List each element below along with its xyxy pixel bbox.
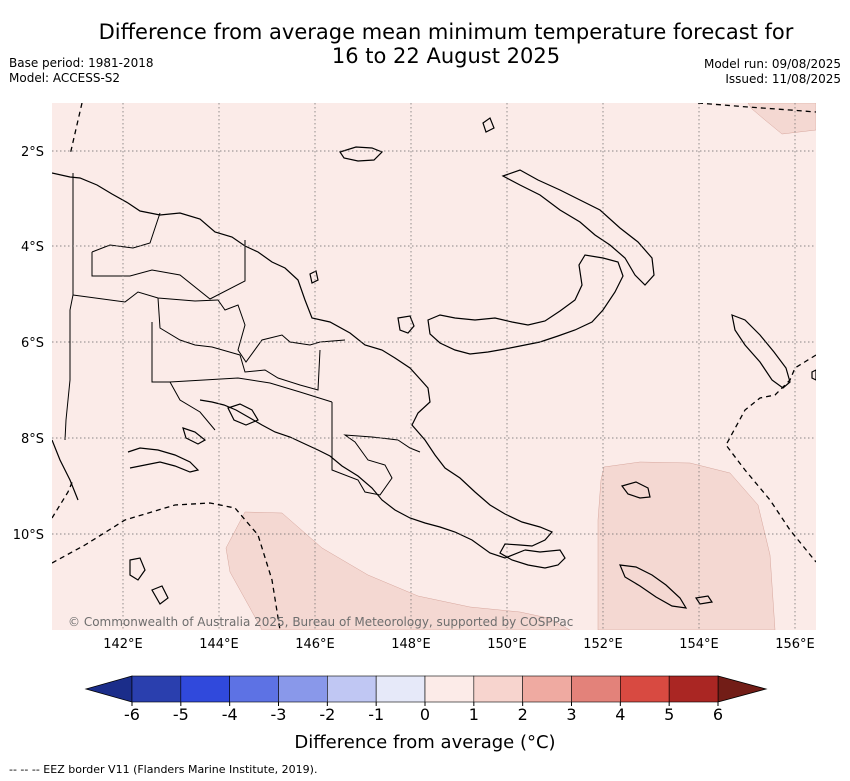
eez-border-w (52, 479, 74, 519)
lat-label: 4°S (21, 240, 44, 255)
colorbar-segment (229, 675, 279, 703)
lon-axis-labels: 142°E 144°E 146°E 148°E 150°E 152°E 154°… (103, 637, 815, 652)
meta-right: Model run: 09/08/2025 Issued: 11/08/2025 (704, 57, 841, 87)
colorbar-segment (571, 675, 621, 703)
west-coast (52, 439, 79, 501)
lon-label: 154°E (679, 637, 719, 652)
colorbar-tick-label: -6 (124, 705, 140, 724)
border-central (331, 402, 399, 496)
lon-label: 148°E (391, 637, 431, 652)
issued-date: Issued: 11/08/2025 (725, 72, 841, 86)
colorbar-title: Difference from average (°C) (294, 732, 556, 753)
model-run: Model run: 09/08/2025 (703, 57, 841, 71)
map-layers: © Commonwealth of Australia 2025, Bureau… (52, 103, 816, 630)
border-chimbu (239, 349, 321, 391)
border-gulf (169, 381, 216, 431)
colorbar-tick-label: -3 (271, 705, 287, 724)
kikori-delta (182, 427, 207, 445)
eez-legend-footer: -- -- -- EEZ border V11 (Flanders Marine… (9, 763, 318, 776)
colorbar-segment (522, 675, 572, 703)
new-guinea-north-coast (52, 172, 566, 569)
colorbar-tick-label: 5 (664, 705, 674, 724)
colorbar: -6 -5 -4 -3 -2 -1 0 1 2 3 4 5 6 (84, 675, 768, 724)
warm-anomaly-zone-sw (225, 511, 571, 630)
lat-label: 2°S (21, 145, 44, 160)
colorbar-segment (131, 675, 182, 703)
colorbar-tick-label: -5 (173, 705, 189, 724)
colorbar-segment (180, 675, 230, 703)
torres-island (129, 557, 146, 581)
border-western (72, 291, 219, 303)
lon-label: 150°E (487, 637, 527, 652)
graticule (52, 103, 816, 630)
colorbar-segment (327, 675, 377, 703)
colorbar-tick-label: -4 (222, 705, 238, 724)
border-southern-highlands (151, 322, 333, 403)
karkar-island (309, 270, 319, 284)
mussau-island (482, 117, 495, 133)
lon-label: 142°E (103, 637, 143, 652)
torres-island-2 (151, 585, 169, 605)
colorbar-tick-label: 0 (420, 705, 430, 724)
eez-border-sw (52, 502, 281, 630)
colorbar-tick-label: 1 (469, 705, 479, 724)
lon-label: 144°E (199, 637, 239, 652)
map-title-line2: 16 to 22 August 2025 (331, 44, 561, 68)
colorbar-segment (473, 675, 523, 703)
colorbar-segment (278, 675, 328, 703)
lon-label: 152°E (583, 637, 623, 652)
map-title-line1: Difference from average mean minimum tem… (98, 20, 794, 44)
new-guinea-south-coast (199, 399, 526, 559)
colorbar-tick-label: 4 (615, 705, 625, 724)
eez-border-se (725, 354, 816, 563)
border-indonesia (64, 173, 74, 441)
copyright-notice: © Commonwealth of Australia 2025, Bureau… (68, 615, 573, 629)
lat-label: 10°S (13, 528, 44, 543)
lat-label: 8°S (21, 432, 44, 447)
bougainville-island (731, 314, 791, 389)
umboi-island (397, 315, 415, 334)
colorbar-ticks: -6 -5 -4 -3 -2 -1 0 1 2 3 4 5 6 (124, 702, 723, 724)
map-title: Difference from average mean minimum tem… (90, 20, 802, 68)
colorbar-over-arrow (717, 675, 768, 703)
rossel-island-chain (619, 564, 688, 609)
colorbar-segments (131, 675, 719, 703)
border-east-sepik (91, 240, 246, 300)
border-western-highlands (217, 299, 346, 363)
coastlines (52, 117, 816, 609)
colorbar-segment (375, 675, 426, 703)
east-edge-island (811, 369, 816, 381)
eez-borders (52, 103, 816, 630)
base-period: Base period: 1981-2018 (9, 56, 154, 70)
border-sandaun-north (91, 212, 161, 253)
lat-axis-labels: 2°S 4°S 6°S 8°S 10°S (13, 145, 44, 543)
colorbar-tick-label: 2 (518, 705, 528, 724)
province-borders (64, 173, 421, 496)
lon-label: 156°E (775, 637, 815, 652)
colorbar-segment (620, 675, 670, 703)
colorbar-tick-label: -1 (368, 705, 384, 724)
woodlark-island (620, 481, 651, 499)
colorbar-segment (668, 675, 719, 703)
small-island-se (694, 595, 714, 605)
manus-island (339, 146, 384, 162)
colorbar-segment (424, 675, 475, 703)
fly-delta-coast (127, 447, 200, 473)
colorbar-under-arrow (84, 675, 133, 703)
lat-label: 6°S (21, 336, 44, 351)
border-enga (157, 297, 241, 356)
border-oro (397, 439, 421, 453)
meta-left: Base period: 1981-2018 Model: ACCESS-S2 (9, 56, 154, 86)
new-ireland-island (501, 169, 655, 286)
model-name: Model: ACCESS-S2 (9, 71, 121, 85)
lon-label: 146°E (295, 637, 335, 652)
colorbar-tick-label: -2 (319, 705, 335, 724)
colorbar-tick-label: 6 (713, 705, 723, 724)
south-delta-islands (227, 403, 259, 426)
new-britain-island (427, 254, 624, 355)
colorbar-tick-label: 3 (566, 705, 576, 724)
